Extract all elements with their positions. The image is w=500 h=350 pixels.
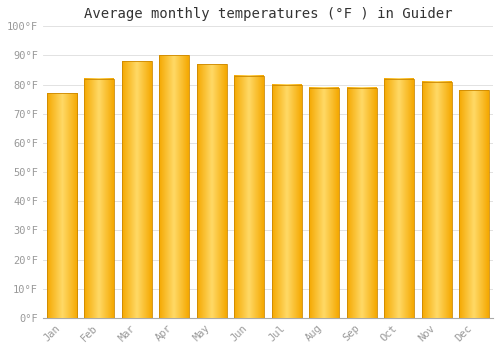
Bar — [460, 90, 490, 318]
Bar — [347, 88, 377, 318]
Bar — [272, 85, 302, 318]
Bar — [422, 82, 452, 318]
Bar — [47, 93, 77, 318]
Bar — [234, 76, 264, 318]
Bar — [84, 79, 114, 318]
Bar — [310, 88, 340, 318]
Bar — [47, 93, 77, 318]
Bar — [384, 79, 414, 318]
Bar — [122, 61, 152, 318]
Bar — [234, 76, 264, 318]
Bar — [460, 90, 490, 318]
Bar — [160, 55, 190, 318]
Bar — [197, 64, 227, 318]
Bar — [84, 79, 114, 318]
Title: Average monthly temperatures (°F ) in Guider: Average monthly temperatures (°F ) in Gu… — [84, 7, 452, 21]
Bar — [197, 64, 227, 318]
Bar — [310, 88, 340, 318]
Bar — [347, 88, 377, 318]
Bar — [272, 85, 302, 318]
Bar — [160, 55, 190, 318]
Bar — [122, 61, 152, 318]
Bar — [422, 82, 452, 318]
Bar — [384, 79, 414, 318]
